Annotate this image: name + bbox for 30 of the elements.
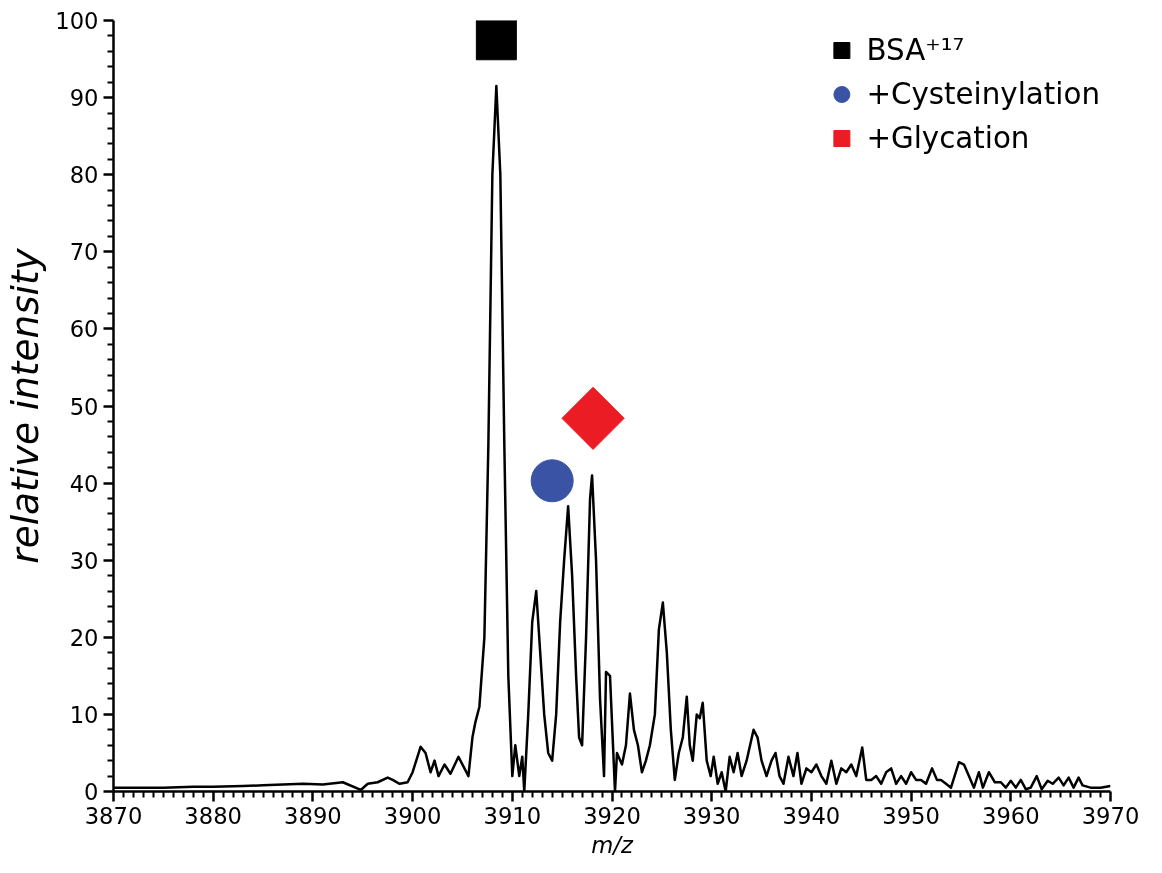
y-tick-label: 30 — [69, 547, 99, 574]
x-tick-label: 3900 — [383, 802, 442, 829]
x-tick-label: 3870 — [84, 802, 143, 829]
y-tick-label: 80 — [69, 162, 99, 189]
y-tick-label: 10 — [69, 701, 99, 728]
x-tick-label: 3920 — [583, 802, 641, 829]
x-tick-label: 3950 — [882, 802, 940, 829]
y-tick-label: 40 — [69, 470, 99, 497]
y-axis-title: relative intensity — [3, 247, 48, 564]
x-axis-title: m/z — [591, 831, 634, 858]
point — [561, 386, 625, 450]
x-tick-label: 3930 — [682, 802, 741, 829]
point — [475, 20, 517, 61]
x-tick-label: 3970 — [1081, 802, 1140, 829]
x-tick-label: 3910 — [483, 802, 542, 829]
y-tick-label: 70 — [69, 239, 99, 266]
y-tick-label: 100 — [55, 8, 99, 34]
y-tick-label: 20 — [69, 624, 99, 651]
y-tick-label: 50 — [69, 393, 99, 420]
y-tick-label: 90 — [69, 85, 99, 112]
legend-label: BSA⁺¹⁷ — [866, 33, 965, 67]
x-tick-label: 3960 — [981, 802, 1040, 829]
x-tick-label: 3940 — [782, 802, 841, 829]
point — [530, 459, 574, 503]
y-tick-label: 0 — [84, 779, 99, 805]
legend-label: +Glycation — [866, 121, 1030, 155]
x-tick-label: 3880 — [184, 802, 243, 829]
x-tick-label: 3890 — [284, 802, 342, 829]
legend-label: +Cysteinylation — [866, 77, 1100, 111]
y-tick-label: 60 — [69, 316, 99, 343]
